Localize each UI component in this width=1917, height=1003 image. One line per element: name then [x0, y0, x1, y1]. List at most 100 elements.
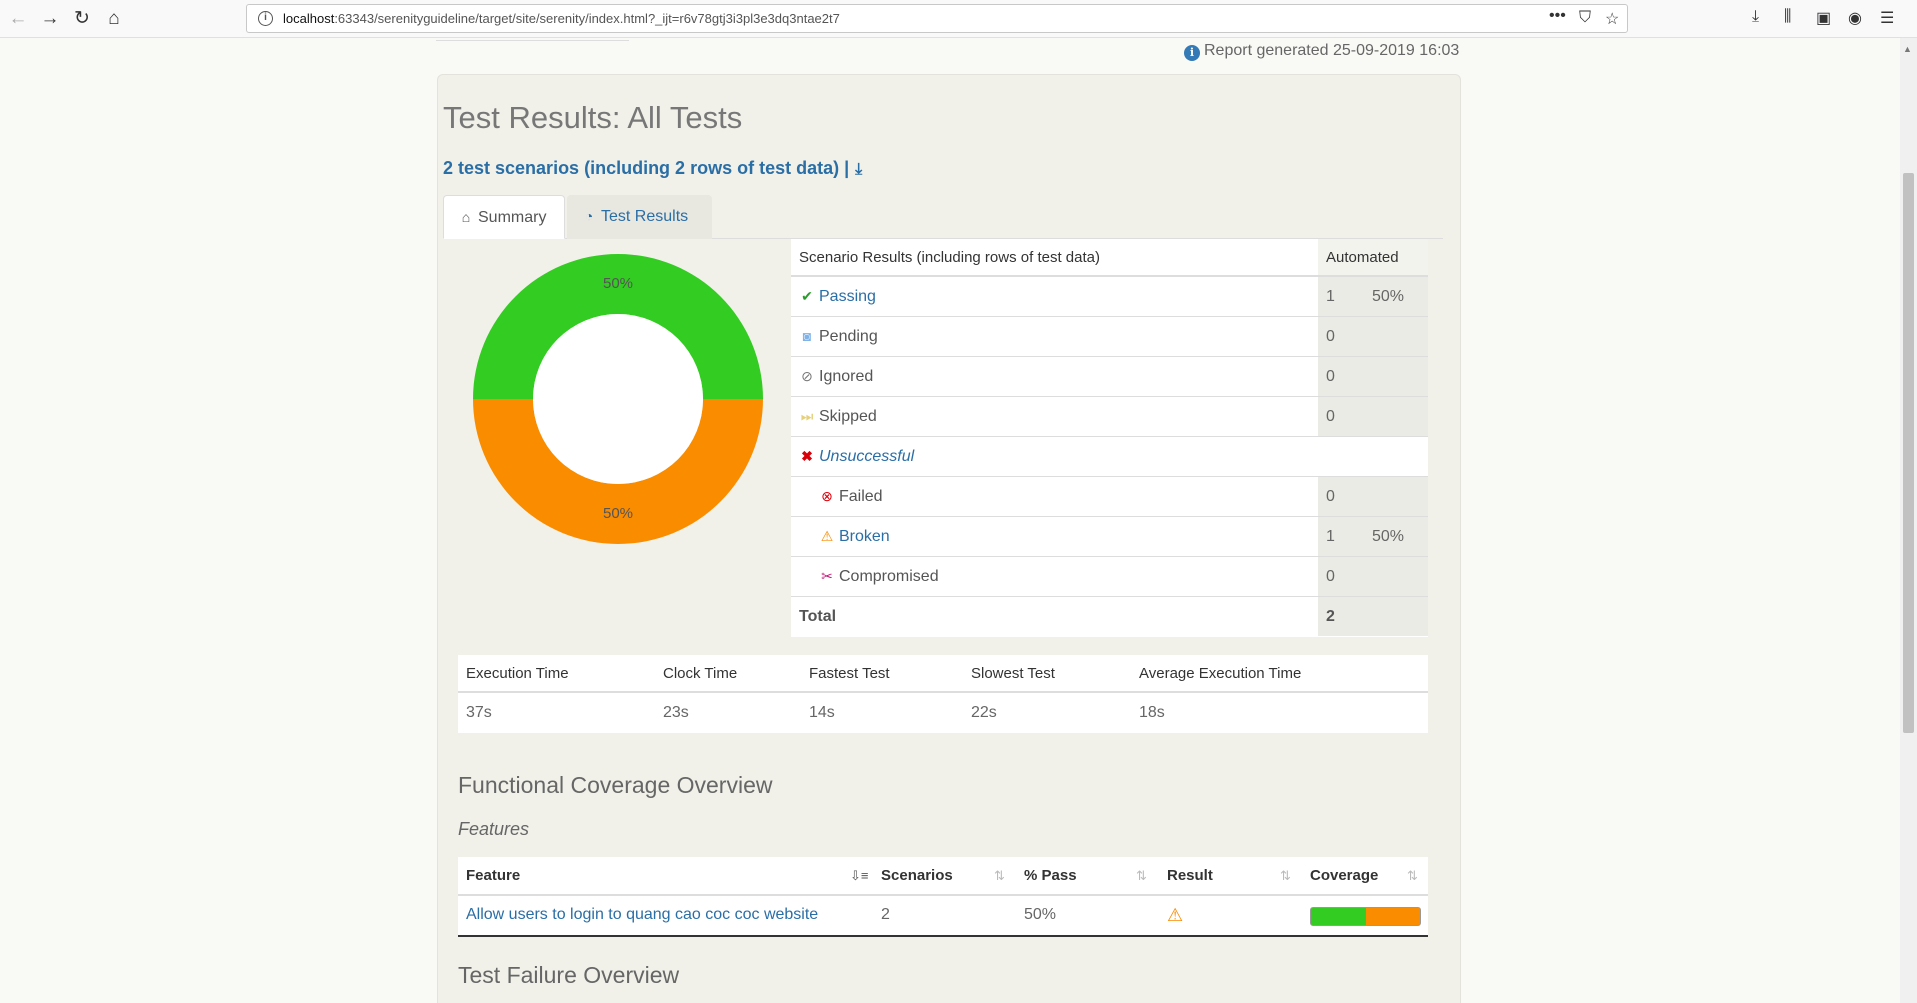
tab-test-results[interactable]: ◔ Test Results [567, 195, 712, 239]
sort-icon[interactable]: ⇅ [1136, 868, 1147, 883]
library-icon[interactable]: ⫼ [1784, 8, 1792, 25]
header-clock-time: Clock Time [663, 665, 738, 682]
passing-link[interactable]: Passing [819, 288, 876, 305]
sort-icon[interactable]: ⇅ [1280, 868, 1291, 883]
header-slowest-test: Slowest Test [971, 665, 1055, 682]
fast-forward-icon: ⏭ [800, 408, 814, 424]
row-broken: ⚠ Broken 1 50% [791, 517, 1428, 557]
download-icon[interactable]: ⤓ [855, 161, 863, 178]
ignored-label: Ignored [819, 368, 874, 385]
row-failed: ⊗ Failed 0 [791, 477, 1428, 517]
ignored-count: 0 [1326, 368, 1335, 385]
bookmark-star-icon[interactable]: ☆ [1605, 11, 1620, 28]
header-scenario-results: Scenario Results (including rows of test… [799, 249, 1100, 266]
header-pass[interactable]: % Pass [1024, 867, 1077, 884]
tabs-divider [443, 238, 1443, 239]
report-generated: i Report generated 25-09-2019 16:03 [1184, 42, 1459, 61]
features-label: Features [458, 819, 530, 839]
feature-header-row: Feature ⇩≡ Scenarios ⇅ % Pass ⇅ Result ⇅… [458, 857, 1428, 896]
sidebar-icon[interactable]: ▣ [1816, 10, 1832, 27]
back-icon[interactable]: ← [8, 8, 28, 29]
value-clock-time: 23s [663, 704, 689, 721]
sort-icon[interactable]: ⇅ [1407, 868, 1418, 883]
pending-label: Pending [819, 328, 878, 345]
site-info-icon[interactable]: i [258, 11, 273, 26]
table-row: Allow users to login to quang cao coc co… [458, 896, 1428, 935]
feature-link[interactable]: Allow users to login to quang cao coc co… [466, 906, 819, 923]
vertical-scrollbar[interactable]: ▲ [1900, 38, 1917, 1003]
info-icon: i [1184, 45, 1200, 61]
header-execution-time: Execution Time [466, 665, 569, 682]
results-donut-chart [473, 254, 763, 544]
forward-icon[interactable]: → [40, 8, 60, 29]
passing-count: 1 [1326, 288, 1335, 305]
skipped-label: Skipped [819, 408, 877, 425]
failed-icon: ⊗ [821, 488, 833, 504]
scenario-results-table: Scenario Results (including rows of test… [791, 239, 1428, 637]
header-average-execution-time: Average Execution Time [1139, 665, 1302, 682]
donut-hole [533, 314, 703, 484]
account-icon[interactable]: ◉ [1848, 10, 1862, 27]
row-pending: ◙ Pending 0 [791, 317, 1428, 357]
downloads-icon[interactable]: ⤓ [1752, 8, 1760, 25]
coverage-bar-pass [1311, 908, 1366, 925]
broken-link[interactable]: Broken [839, 528, 890, 545]
header-fastest-test: Fastest Test [809, 665, 890, 682]
value-fastest-test: 14s [809, 704, 835, 721]
url-path: :63343/serenityguideline/target/site/ser… [334, 11, 840, 26]
tab-summary[interactable]: ⌂ Summary [443, 195, 565, 239]
total-count: 2 [1318, 597, 1428, 636]
total-label: Total [799, 608, 837, 625]
failed-label: Failed [839, 488, 883, 505]
row-ignored: ⊘ Ignored 0 [791, 357, 1428, 397]
report-generated-text: Report generated 25-09-2019 16:03 [1204, 42, 1460, 59]
pending-count: 0 [1326, 328, 1335, 345]
tab-summary-label: Summary [478, 209, 547, 226]
warning-icon: ⚠ [1167, 905, 1184, 925]
header-coverage[interactable]: Coverage [1310, 867, 1379, 884]
check-circle-icon: ✔ [801, 288, 813, 304]
url-host: localhost [283, 11, 335, 26]
broken-pct: 50% [1372, 528, 1405, 545]
dashboard-icon: ◔ [584, 208, 594, 224]
home-icon[interactable]: ⌂ [108, 8, 120, 29]
functional-coverage-title: Functional Coverage Overview [458, 772, 773, 798]
cross-icon: ✖ [801, 448, 813, 464]
browser-toolbar: ← → ↻ ⌂ i localhost:63343/serenityguidel… [0, 0, 1917, 38]
value-average-execution-time: 18s [1139, 704, 1165, 721]
unsuccessful-link[interactable]: Unsuccessful [819, 448, 915, 465]
page-actions-icon[interactable]: ••• [1549, 7, 1566, 24]
feature-scenarios: 2 [881, 906, 890, 923]
execution-header-row: Execution Time Clock Time Fastest Test S… [458, 655, 1428, 693]
header-automated: Automated [1318, 239, 1428, 275]
reload-icon[interactable]: ↻ [74, 8, 90, 29]
scroll-up-icon[interactable]: ▲ [1903, 44, 1912, 54]
chain-broken-icon: ✂ [821, 568, 833, 584]
pocket-icon[interactable]: ⛉ [1579, 9, 1592, 26]
feature-table: Feature ⇩≡ Scenarios ⇅ % Pass ⇅ Result ⇅… [458, 857, 1428, 937]
row-unsuccessful: ✖ Unsuccessful [791, 437, 1428, 477]
header-result[interactable]: Result [1167, 867, 1213, 884]
top-tab-remnant [436, 38, 629, 41]
header-scenarios[interactable]: Scenarios [881, 867, 953, 884]
row-compromised: ✂ Compromised 0 [791, 557, 1428, 597]
value-slowest-test: 22s [971, 704, 997, 721]
skipped-count: 0 [1326, 408, 1335, 425]
sort-icon[interactable]: ⇅ [994, 868, 1005, 883]
url-bar[interactable]: i localhost:63343/serenityguideline/targ… [246, 4, 1628, 33]
donut-label-broken: 50% [602, 505, 634, 522]
url-text[interactable]: localhost:63343/serenityguideline/target… [283, 11, 840, 26]
execution-values-row: 37s 23s 14s 22s 18s [458, 693, 1428, 733]
scenario-summary-text: 2 test scenarios (including 2 rows of te… [443, 158, 850, 178]
row-skipped: ⏭ Skipped 0 [791, 397, 1428, 437]
home-icon: ⌂ [461, 209, 471, 225]
warning-icon: ⚠ [820, 528, 834, 544]
menu-icon[interactable]: ☰ [1880, 10, 1895, 27]
scroll-thumb[interactable] [1903, 173, 1914, 733]
sort-active-icon[interactable]: ⇩≡ [850, 868, 869, 883]
scenario-summary-link[interactable]: 2 test scenarios (including 2 rows of te… [443, 158, 862, 179]
header-feature[interactable]: Feature [466, 867, 521, 884]
tab-test-results-label: Test Results [601, 208, 689, 225]
compromised-count: 0 [1326, 568, 1335, 585]
failed-count: 0 [1326, 488, 1335, 505]
